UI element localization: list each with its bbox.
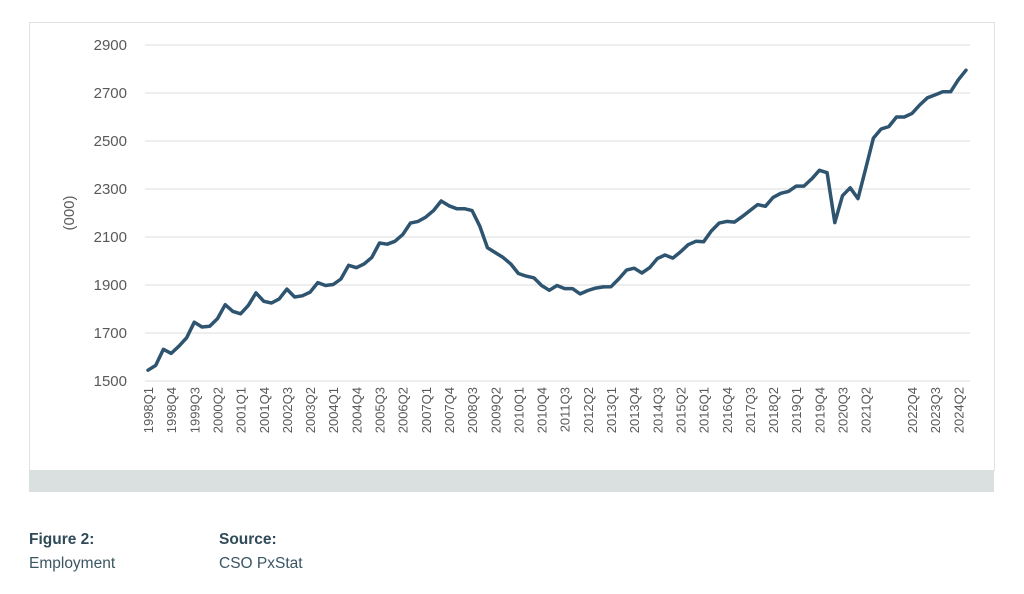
x-tick-label: 2013Q4 — [627, 387, 642, 433]
x-tick-label: 2007Q1 — [419, 387, 434, 433]
x-tick-label: 2022Q4 — [905, 387, 920, 433]
x-tick-label: 2011Q3 — [558, 387, 573, 432]
source-label: Source: — [219, 531, 277, 548]
x-tick-label: 2012Q2 — [581, 387, 596, 433]
x-tick-label: 2024Q2 — [951, 387, 966, 433]
x-tick-label: 2016Q4 — [720, 387, 735, 433]
x-tick-label: 2000Q2 — [210, 387, 225, 433]
x-tick-label: 2007Q4 — [442, 387, 457, 433]
x-tick-label: 1998Q4 — [164, 387, 179, 433]
x-tick-label: 2019Q1 — [789, 387, 804, 433]
figure-label: Figure 2: — [29, 531, 95, 548]
x-tick-label: 2019Q4 — [812, 387, 827, 433]
x-tick-label: 2010Q4 — [535, 387, 550, 433]
chart-frame — [29, 22, 995, 471]
x-tick-label: 2013Q1 — [604, 387, 619, 433]
employment-series-line — [146, 68, 968, 372]
source-value: CSO PxStat — [219, 555, 303, 572]
x-tick-label: 2005Q3 — [373, 387, 388, 433]
y-tick-label: 2300 — [94, 181, 127, 198]
x-tick-label: 2023Q3 — [928, 387, 943, 433]
x-tick-label: 2014Q3 — [650, 387, 665, 433]
x-tick-label: 2009Q2 — [488, 387, 503, 433]
y-axis-label: (000) — [61, 195, 78, 230]
y-tick-label: 2500 — [94, 133, 127, 150]
x-tick-label: 2010Q1 — [511, 387, 526, 433]
x-tick-label: 2006Q2 — [396, 387, 411, 433]
y-tick-label: 2900 — [94, 37, 127, 54]
y-tick-label: 1500 — [94, 373, 127, 390]
y-tick-label: 1700 — [94, 325, 127, 342]
x-tick-label: 2001Q4 — [257, 387, 272, 433]
x-tick-label: 2002Q3 — [280, 387, 295, 433]
y-tick-label: 2700 — [94, 85, 127, 102]
chart-footer-bar — [29, 470, 994, 492]
x-tick-label: 2020Q3 — [836, 387, 851, 433]
x-tick-label: 2004Q1 — [326, 387, 341, 433]
source-caption: Source: CSO PxStat — [219, 528, 303, 576]
x-tick-label: 1998Q1 — [141, 387, 156, 433]
figure-caption: Figure 2: Employment — [29, 528, 115, 576]
x-tick-label: 1999Q3 — [187, 387, 202, 433]
y-tick-label: 1900 — [94, 277, 127, 294]
y-tick-label: 2100 — [94, 229, 127, 246]
x-tick-label: 2008Q3 — [465, 387, 480, 433]
x-tick-label: 2015Q2 — [673, 387, 688, 433]
x-tick-label: 2017Q3 — [743, 387, 758, 433]
figure-title: Employment — [29, 555, 116, 572]
x-tick-label: 2004Q4 — [349, 387, 364, 433]
x-tick-label: 2018Q2 — [766, 387, 781, 433]
x-tick-label: 2001Q1 — [234, 387, 249, 433]
x-tick-label: 2003Q2 — [303, 387, 318, 433]
x-tick-label: 2021Q2 — [859, 387, 874, 433]
x-tick-label: 2016Q1 — [697, 387, 712, 433]
